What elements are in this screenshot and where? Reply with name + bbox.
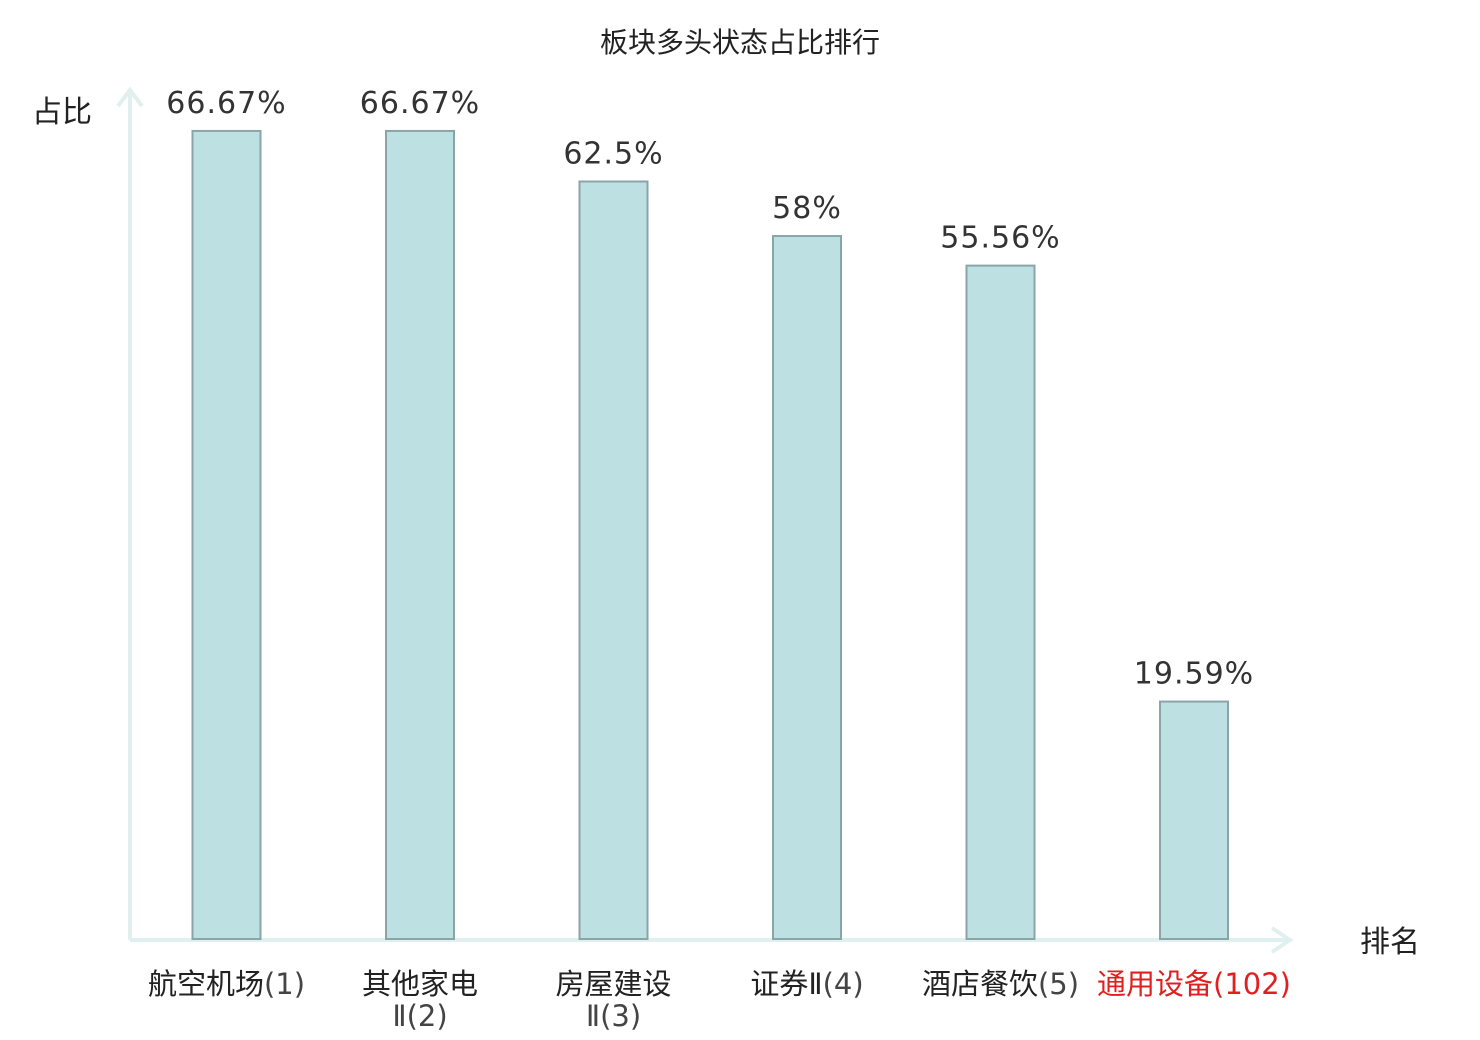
- bars-group: [191, 129, 1229, 941]
- value-label-2: 66.67%: [360, 86, 480, 121]
- y-axis-label: 占比: [32, 95, 92, 130]
- value-label-3: 62.5%: [563, 137, 663, 172]
- bar-5: [965, 264, 1036, 940]
- bar-4: [772, 235, 842, 941]
- bar-1: [191, 129, 262, 940]
- category-label-2-line2: Ⅱ(2): [392, 999, 447, 1033]
- value-label-5: 55.56%: [940, 221, 1060, 256]
- y-axis: [116, 86, 144, 940]
- value-label-4: 58%: [772, 191, 842, 226]
- category-label-2: 其他家电: [362, 967, 478, 1001]
- x-axis-arrow-icon: [1270, 926, 1294, 954]
- value-labels-group: 66.67% 66.67% 62.5% 58% 55.56% 19.59%: [166, 86, 1254, 692]
- bar-2: [385, 129, 455, 940]
- bar-3: [578, 180, 649, 940]
- y-axis-arrow-icon: [116, 86, 144, 108]
- category-label-1: 航空机场(1): [148, 967, 305, 1001]
- value-label-6: 19.59%: [1134, 657, 1254, 692]
- category-label-5: 酒店餐饮(5): [922, 967, 1079, 1001]
- category-label-6: 通用设备(102): [1097, 967, 1291, 1001]
- value-label-1: 66.67%: [166, 86, 286, 121]
- category-label-3-line2: Ⅱ(3): [586, 999, 641, 1033]
- chart-title: 板块多头状态占比排行: [600, 26, 880, 59]
- x-axis-label: 排名: [1360, 925, 1420, 960]
- category-label-4: 证券Ⅱ(4): [750, 967, 863, 1001]
- bar-6: [1159, 700, 1229, 941]
- category-label-3: 房屋建设: [555, 967, 671, 1001]
- x-axis: [130, 926, 1294, 954]
